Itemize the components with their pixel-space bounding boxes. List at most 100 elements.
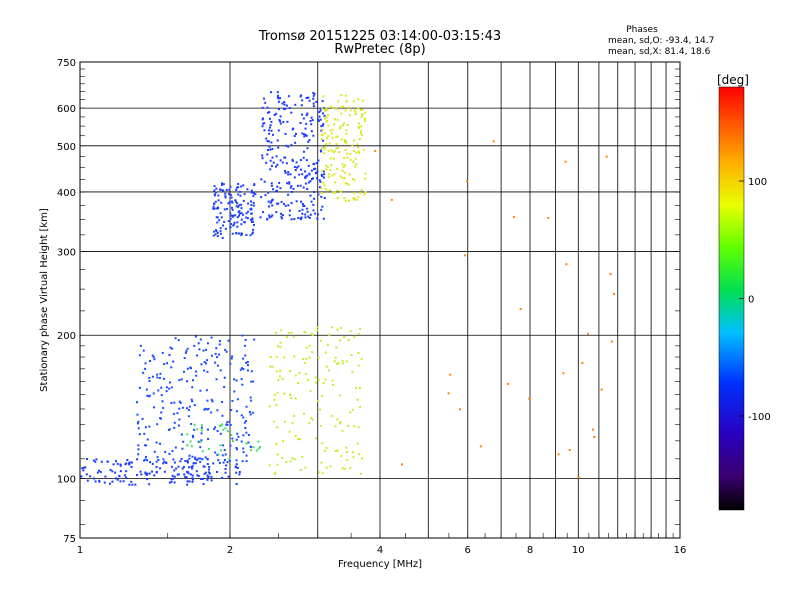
scatter-point xyxy=(245,420,248,423)
scatter-point xyxy=(160,386,163,389)
scatter-point xyxy=(357,351,360,354)
scatter-point xyxy=(252,446,255,449)
scatter-point xyxy=(320,461,323,464)
scatter-point xyxy=(203,408,206,411)
scatter-point xyxy=(247,210,250,213)
scatter-point xyxy=(177,473,180,476)
scatter-point xyxy=(353,192,356,195)
scatter-point xyxy=(302,150,305,153)
scatter-point xyxy=(223,385,226,388)
scatter-point xyxy=(241,383,244,386)
scatter-point xyxy=(287,145,290,148)
scatter-point xyxy=(291,457,294,460)
scatter-point xyxy=(170,478,173,481)
scatter-point xyxy=(266,153,269,156)
scatter-point xyxy=(363,193,366,196)
scatter-point xyxy=(568,449,571,452)
scatter-point xyxy=(144,455,147,458)
scatter-point xyxy=(83,466,86,469)
scatter-point xyxy=(231,399,234,402)
scatter-point xyxy=(310,417,313,420)
scatter-point xyxy=(312,94,315,97)
scatter-point xyxy=(342,362,345,365)
scatter-point xyxy=(229,225,232,228)
scatter-point xyxy=(173,421,176,424)
scatter-point xyxy=(297,438,300,441)
scatter-point xyxy=(329,157,332,160)
scatter-point xyxy=(224,467,227,470)
scatter-point xyxy=(325,143,328,146)
scatter-point xyxy=(353,150,356,153)
scatter-point xyxy=(250,449,253,452)
scatter-point xyxy=(294,374,297,377)
scatter-point xyxy=(301,173,304,176)
scatter-point xyxy=(267,140,270,143)
scatter-point xyxy=(130,461,133,464)
scatter-point xyxy=(156,423,159,426)
scatter-point xyxy=(587,332,590,335)
scatter-point xyxy=(271,147,274,150)
scatter-point xyxy=(304,133,307,136)
scatter-point xyxy=(336,189,339,192)
scatter-point xyxy=(252,380,255,383)
scatter-point xyxy=(304,331,307,334)
scatter-point xyxy=(235,205,238,208)
scatter-point xyxy=(251,218,254,221)
scatter-point xyxy=(89,475,92,478)
scatter-point xyxy=(293,135,296,138)
scatter-point xyxy=(188,457,191,460)
scatter-point xyxy=(250,204,253,207)
scatter-point xyxy=(270,165,273,168)
scatter-point xyxy=(148,483,151,486)
scatter-point xyxy=(273,398,276,401)
scatter-point xyxy=(228,457,231,460)
scatter-point xyxy=(363,117,366,120)
scatter-point xyxy=(223,448,226,451)
scatter-point xyxy=(311,351,314,354)
scatter-point xyxy=(216,453,219,456)
scatter-point xyxy=(458,408,461,411)
scatter-point xyxy=(355,151,358,154)
scatter-point xyxy=(270,184,273,187)
scatter-point xyxy=(286,182,289,185)
y-axis-label: Stationary phase Virtual Height [km] xyxy=(39,208,50,392)
scatter-point xyxy=(146,478,149,481)
scatter-point xyxy=(156,456,159,459)
scatter-point xyxy=(226,423,229,426)
scatter-point xyxy=(307,379,310,382)
scatter-point xyxy=(237,232,240,235)
scatter-point xyxy=(306,112,309,115)
scatter-point xyxy=(142,371,145,374)
scatter-point xyxy=(313,168,316,171)
scatter-point xyxy=(330,105,333,108)
scatter-point xyxy=(235,186,238,189)
scatter-point xyxy=(251,231,254,234)
scatter-point xyxy=(265,161,268,164)
scatter-point xyxy=(309,194,312,197)
scatter-point xyxy=(263,180,266,183)
scatter-point xyxy=(139,344,142,347)
scatter-point xyxy=(236,221,239,224)
scatter-point xyxy=(168,481,171,484)
scatter-point xyxy=(339,339,342,342)
scatter-point xyxy=(250,380,253,383)
scatter-point xyxy=(302,156,305,159)
scatter-point xyxy=(159,442,162,445)
scatter-point xyxy=(287,95,290,98)
scatter-point xyxy=(294,435,297,438)
scatter-point xyxy=(513,215,516,218)
x-tick-label: 16 xyxy=(674,545,687,556)
scatter-point xyxy=(231,208,234,211)
scatter-point xyxy=(168,381,171,384)
scatter-point xyxy=(312,102,315,105)
scatter-point xyxy=(238,204,241,207)
scatter-point xyxy=(249,396,252,399)
scatter-point xyxy=(190,466,193,469)
scatter-point xyxy=(109,469,112,472)
scatter-point xyxy=(304,466,307,469)
scatter-point xyxy=(270,215,273,218)
scatter-point xyxy=(322,107,325,110)
scatter-point xyxy=(159,372,162,375)
scatter-point xyxy=(306,187,309,190)
scatter-point xyxy=(253,338,256,341)
